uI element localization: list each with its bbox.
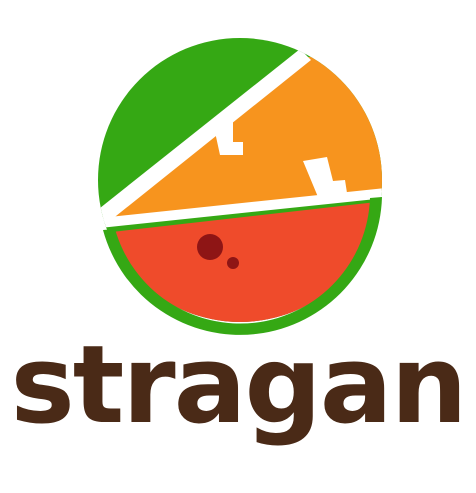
upper-notch xyxy=(215,120,243,155)
red-wedge xyxy=(112,201,382,322)
lower-notch xyxy=(303,157,347,197)
brand-name: stragan xyxy=(10,323,465,448)
small-seed xyxy=(227,257,239,269)
horizontal-divider xyxy=(100,188,382,228)
large-seed xyxy=(197,234,223,260)
wordmark: stragan xyxy=(10,323,467,448)
diagonal-divider xyxy=(98,49,311,224)
